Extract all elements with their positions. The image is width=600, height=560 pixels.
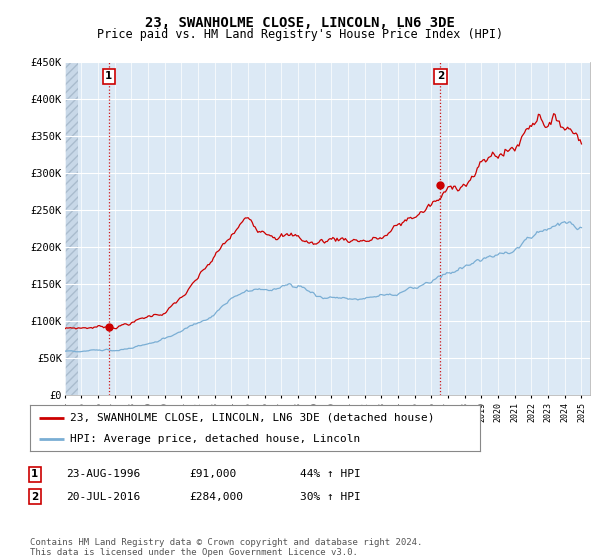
Text: 30% ↑ HPI: 30% ↑ HPI <box>300 492 361 502</box>
Text: 2: 2 <box>31 492 38 502</box>
Text: 23, SWANHOLME CLOSE, LINCOLN, LN6 3DE (detached house): 23, SWANHOLME CLOSE, LINCOLN, LN6 3DE (d… <box>71 413 435 423</box>
Text: Price paid vs. HM Land Registry's House Price Index (HPI): Price paid vs. HM Land Registry's House … <box>97 28 503 41</box>
Text: 44% ↑ HPI: 44% ↑ HPI <box>300 469 361 479</box>
Text: £91,000: £91,000 <box>189 469 236 479</box>
Text: 20-JUL-2016: 20-JUL-2016 <box>66 492 140 502</box>
Text: 23, SWANHOLME CLOSE, LINCOLN, LN6 3DE: 23, SWANHOLME CLOSE, LINCOLN, LN6 3DE <box>145 16 455 30</box>
Bar <box>65 62 78 395</box>
Text: 1: 1 <box>105 72 112 81</box>
Text: HPI: Average price, detached house, Lincoln: HPI: Average price, detached house, Linc… <box>71 435 361 444</box>
Text: 2: 2 <box>437 72 444 81</box>
Text: Contains HM Land Registry data © Crown copyright and database right 2024.
This d: Contains HM Land Registry data © Crown c… <box>30 538 422 557</box>
Text: £284,000: £284,000 <box>189 492 243 502</box>
Text: 1: 1 <box>31 469 38 479</box>
Text: 23-AUG-1996: 23-AUG-1996 <box>66 469 140 479</box>
